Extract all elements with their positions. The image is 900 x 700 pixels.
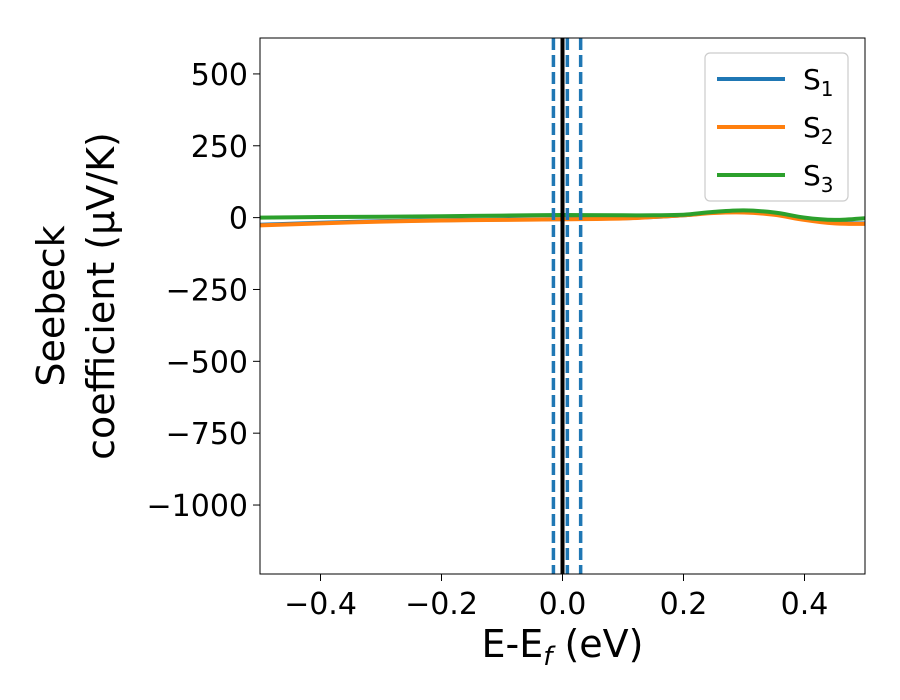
legend-entry-s2: S2 <box>717 111 834 149</box>
y-axis-ticks: 500 250 0 −250 −500 −750 −1000 <box>147 58 260 524</box>
legend-label: S1 <box>803 63 834 101</box>
y-tick-label: −250 <box>166 273 248 308</box>
y-tick-label: −750 <box>166 417 248 452</box>
y-tick-label: 250 <box>191 130 248 165</box>
y-tick-label: −1000 <box>147 489 248 524</box>
y-tick-label: 0 <box>229 202 248 237</box>
y-axis-label: Seebeck coefficient (μV/K) <box>29 132 123 460</box>
y-tick-label: 500 <box>191 58 248 93</box>
x-tick-label: 0.2 <box>660 587 708 622</box>
legend-entry-s3: S3 <box>717 159 834 197</box>
y-axis-label-line2: coefficient (μV/K) <box>79 132 123 460</box>
x-tick-label: −0.2 <box>405 587 478 622</box>
legend-label: S3 <box>803 159 834 197</box>
legend-label: S2 <box>803 111 834 149</box>
y-axis-label-line1: Seebeck <box>29 225 73 386</box>
vertical-reference-lines <box>551 38 583 574</box>
y-tick-label: −500 <box>166 345 248 380</box>
x-axis-label: E-Ef (eV) <box>482 622 644 672</box>
legend-entry-s1: S1 <box>717 63 834 101</box>
series-lines <box>259 208 866 228</box>
x-tick-label: 0.4 <box>781 587 829 622</box>
x-tick-label: 0.0 <box>539 587 587 622</box>
legend: S1 S2 S3 <box>704 52 849 202</box>
x-axis-ticks: −0.4 −0.2 0.0 0.2 0.4 <box>284 574 828 622</box>
series-line-s3 <box>259 208 866 222</box>
x-tick-label: −0.4 <box>284 587 357 622</box>
